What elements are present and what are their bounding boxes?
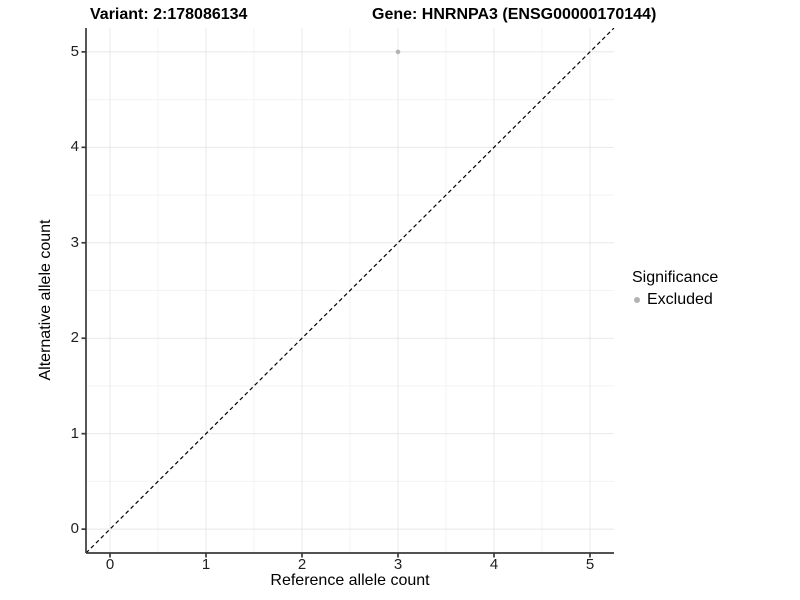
x-axis-title: Reference allele count	[270, 572, 430, 589]
legend-title: Significance	[632, 269, 719, 286]
y-axis-title: Alternative allele count	[37, 219, 54, 381]
plot-panel	[81, 28, 615, 558]
x-tick-label: 4	[489, 556, 499, 573]
plot-title-gene: Gene: HNRNPA3 (ENSG00000170144)	[372, 6, 657, 23]
legend-item-excluded: Excluded	[630, 291, 718, 309]
data-point-excluded	[395, 49, 401, 55]
point-icon	[634, 297, 640, 303]
legend-item-label: Excluded	[647, 291, 713, 308]
legend: Significance Excluded	[630, 269, 718, 309]
y-tick-label: 5	[70, 42, 79, 60]
x-tick-label: 5	[585, 556, 595, 573]
x-tick-label: 3	[393, 556, 403, 573]
plot-title-variant: Variant: 2:178086134	[90, 6, 248, 23]
y-tick-label: 2	[70, 329, 79, 347]
y-tick-label: 4	[70, 138, 79, 156]
identity-dashed-line	[85, 28, 615, 554]
y-tick-label: 3	[70, 233, 79, 251]
x-tick-label: 1	[201, 556, 211, 573]
x-tick-label: 0	[105, 556, 115, 573]
x-tick-label: 2	[297, 556, 307, 573]
y-tick-label: 0	[70, 520, 79, 538]
y-tick-label: 1	[70, 424, 79, 442]
